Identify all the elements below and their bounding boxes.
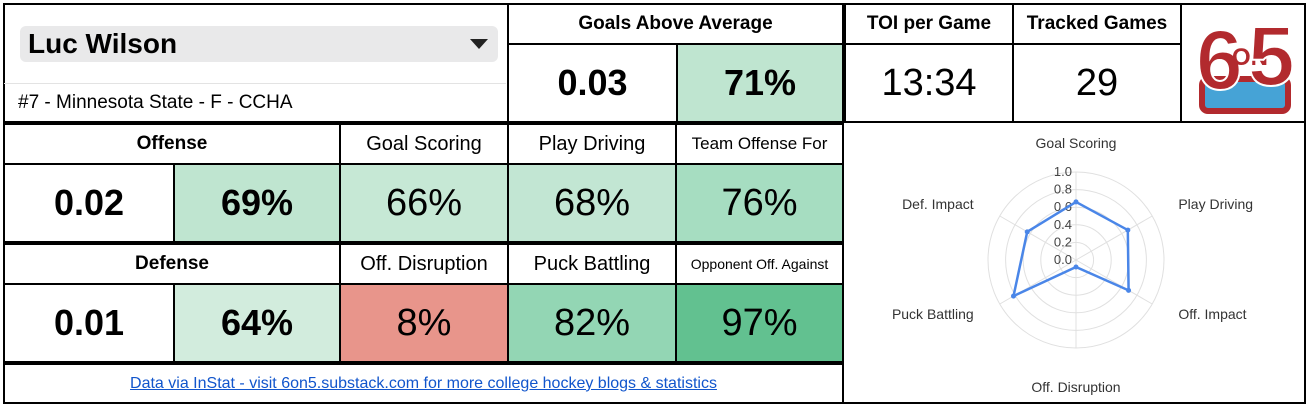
divider: [4, 83, 506, 84]
goal-scoring-label: Goal Scoring: [366, 132, 482, 155]
puck-battling-header: Puck Battling: [507, 243, 677, 285]
radar-axis-label: Play Driving: [1178, 196, 1253, 212]
goal-scoring-header: Goal Scoring: [339, 123, 509, 165]
radar-tick-label: 0.4: [1054, 217, 1072, 232]
offense-percentile: 69%: [173, 163, 341, 243]
off-disruption-label: Off. Disruption: [360, 252, 488, 275]
defense-value-text: 0.01: [53, 302, 125, 343]
puck-battling-value: 82%: [507, 283, 677, 363]
opponent-off-value: 97%: [675, 283, 844, 363]
radar-point: [1073, 199, 1079, 205]
logo-on: ON: [1232, 44, 1268, 71]
radar-tick-label: 0.0: [1054, 252, 1072, 267]
radar-point: [1125, 227, 1131, 233]
player-select[interactable]: Luc Wilson: [20, 26, 498, 62]
radar-axis-label: Def. Impact: [902, 196, 974, 212]
defense-header: Defense: [3, 243, 341, 285]
goal-scoring-value-text: 66%: [385, 181, 463, 224]
team-offense-header: Team Offense For: [675, 123, 844, 165]
defense-value: 0.01: [3, 283, 175, 363]
radar-point: [1073, 264, 1079, 270]
gaa-percentile-text: 71%: [723, 62, 797, 103]
toi-header: TOI per Game: [844, 3, 1014, 45]
radar-chart-panel: 0.0 0.2 0.4 0.6 0.8 1.0 Goal Scoring Play Drivi…: [842, 121, 1306, 404]
tracked-label: Tracked Games: [1026, 13, 1168, 34]
off-disruption-value: 8%: [339, 283, 509, 363]
off-disruption-value-text: 8%: [396, 301, 452, 344]
play-driving-header: Play Driving: [507, 123, 677, 165]
toi-label: TOI per Game: [866, 13, 992, 34]
logo: 6 ON 5: [1180, 3, 1306, 123]
team-offense-value: 76%: [675, 163, 844, 243]
player-info: #7 - Minnesota State - F - CCHA: [18, 92, 293, 113]
radar-spoke: [1075, 215, 1153, 261]
opponent-off-label: Opponent Off. Against: [690, 256, 829, 272]
footer-link[interactable]: Data via InStat - visit 6on5.substack.co…: [130, 374, 717, 392]
chevron-down-icon[interactable]: [470, 39, 488, 49]
defense-label: Defense: [135, 253, 209, 274]
logo-five: 5: [1248, 9, 1295, 103]
radar-point: [1126, 287, 1132, 293]
team-offense-label: Team Offense For: [691, 134, 828, 153]
radar-axis-label: Off. Impact: [1178, 306, 1246, 322]
team-offense-value-text: 76%: [721, 181, 798, 224]
gaa-header: Goals Above Average: [507, 3, 844, 45]
radar-chart: 0.0 0.2 0.4 0.6 0.8 1.0 Goal Scoring Play Drivi…: [892, 135, 1253, 395]
off-disruption-header: Off. Disruption: [339, 243, 509, 285]
goal-scoring-value: 66%: [339, 163, 509, 243]
puck-battling-label: Puck Battling: [533, 252, 651, 275]
footer: Data via InStat - visit 6on5.substack.co…: [3, 363, 844, 404]
defense-percentile: 64%: [173, 283, 341, 363]
offense-header: Offense: [3, 123, 341, 165]
radar-tick-label: 0.6: [1054, 199, 1072, 214]
offense-percentile-text: 69%: [220, 182, 294, 223]
offense-label: Offense: [136, 133, 208, 154]
play-driving-value: 68%: [507, 163, 677, 243]
radar-axis-label: Puck Battling: [892, 306, 974, 322]
player-name: Luc Wilson: [28, 28, 178, 59]
tracked-value-text: 29: [1075, 61, 1119, 104]
logo-6on5-icon: 6 ON 5: [1195, 8, 1296, 114]
radar-spoke: [999, 215, 1077, 261]
gaa-label: Goals Above Average: [578, 13, 773, 34]
gaa-value-text: 0.03: [557, 62, 628, 103]
radar-tick-label: 0.2: [1054, 234, 1072, 249]
puck-battling-value-text: 82%: [553, 301, 631, 344]
tracked-header: Tracked Games: [1012, 3, 1182, 45]
radar-tick-label: 1.0: [1054, 164, 1072, 179]
play-driving-value-text: 68%: [553, 181, 631, 224]
defense-percentile-text: 64%: [220, 302, 294, 343]
player-card: [3, 3, 509, 123]
offense-value-text: 0.02: [53, 182, 125, 223]
tracked-value: 29: [1012, 43, 1182, 123]
gaa-value: 0.03: [507, 43, 678, 123]
radar-spoke: [1075, 259, 1153, 305]
play-driving-label: Play Driving: [538, 132, 646, 155]
logo-six: 6: [1196, 13, 1243, 107]
offense-value: 0.02: [3, 163, 175, 243]
radar-axis-label: Goal Scoring: [1036, 135, 1117, 151]
opponent-off-value-text: 97%: [721, 301, 798, 344]
radar-point: [1024, 229, 1030, 235]
radar-point: [1011, 293, 1017, 299]
toi-value-text: 13:34: [881, 61, 977, 104]
gaa-percentile: 71%: [676, 43, 844, 123]
toi-value: 13:34: [844, 43, 1014, 123]
radar-tick-label: 0.8: [1054, 182, 1072, 197]
radar-axis-label: Off. Disruption: [1031, 379, 1120, 395]
opponent-off-header: Opponent Off. Against: [675, 243, 844, 285]
